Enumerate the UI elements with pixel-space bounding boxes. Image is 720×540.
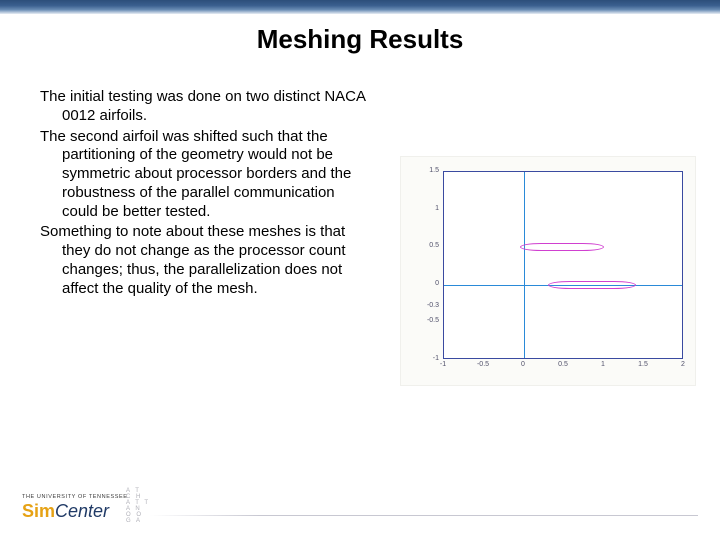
logo-wordmark: SimCenter [22,501,109,521]
y-tick-label: -1 [399,355,439,362]
paragraph-2: The second airfoil was shifted such that… [40,128,370,222]
x-tick-label: 0.5 [558,361,568,368]
logo-at-chattanooga: A T C H A T T A N O O G A [126,488,150,524]
slide-title: Meshing Results [0,24,720,55]
paragraph-1: The initial testing was done on two dist… [40,88,370,126]
top-gradient-bar [0,0,720,14]
body-text: The initial testing was done on two dist… [40,88,370,300]
y-tick-label: 0 [399,280,439,287]
simcenter-logo: THE UNIVERSITY OF TENNESSEE SimCenter A … [22,494,150,528]
x-tick-label: 1 [601,361,605,368]
plot-area [443,171,683,359]
paragraph-3: Something to note about these meshes is … [40,223,370,298]
y-tick-label: 0.5 [399,242,439,249]
logo-center: Center [55,501,109,521]
slide: Meshing Results The initial testing was … [0,0,720,540]
y-tick-label: -0.5 [399,317,439,324]
airfoil-chart: -1 -0.5 0 0.5 1 1.5 -0.3 -1 -0.5 0 0.5 1 1.5 2 [400,156,696,386]
x-tick-label: 0 [521,361,525,368]
y-tick-label: -0.3 [399,302,439,309]
airfoil-1 [520,243,604,251]
logo-sim: Sim [22,501,55,521]
x-tick-label: 2 [681,361,685,368]
x-tick-label: -0.5 [477,361,489,368]
footer-rule [150,515,698,516]
x-tick-label: 1.5 [638,361,648,368]
x-tick-label: -1 [440,361,446,368]
y-tick-label: 1.5 [399,167,439,174]
y-axis-line [524,172,525,358]
footer: THE UNIVERSITY OF TENNESSEE SimCenter A … [0,488,720,540]
airfoil-2 [548,281,636,289]
y-tick-label: 1 [399,205,439,212]
